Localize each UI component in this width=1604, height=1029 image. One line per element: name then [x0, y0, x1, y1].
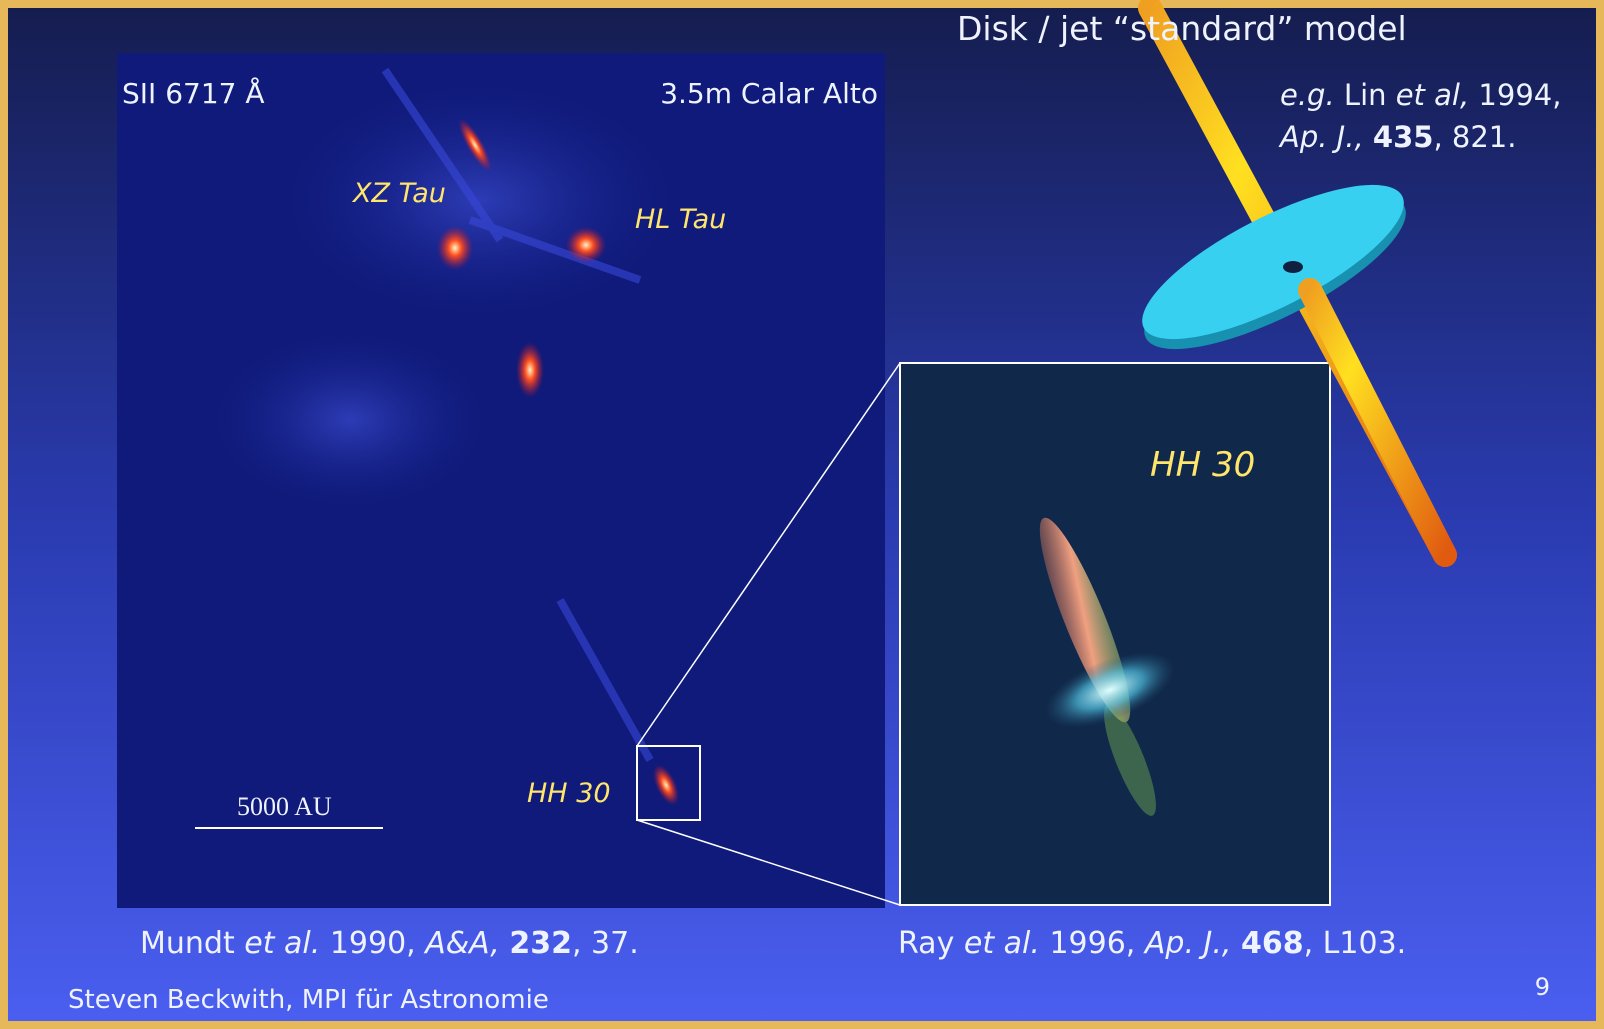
text-segment: 435	[1373, 120, 1434, 154]
text-segment: Ap. J.,	[1278, 120, 1364, 154]
text-segment: 1996,	[1049, 926, 1135, 961]
object-label: XZ Tau	[351, 178, 446, 209]
slide: Disk / jet “standard” model SII 6717 Å 3…	[0, 0, 1604, 1029]
model-citation: e.g. Lin et al, 1994,	[1280, 78, 1561, 112]
footer: Steven Beckwith, MPI für Astronomie	[68, 985, 549, 1015]
object-label: HH 30	[527, 778, 611, 809]
text-segment: 468	[1241, 926, 1304, 961]
text-segment: , 821.	[1433, 120, 1516, 154]
text-segment: 1994,	[1478, 78, 1561, 112]
left-image	[117, 53, 885, 908]
text-segment: Mundt	[140, 926, 235, 961]
model-citation: Ap. J., 435, 821.	[1278, 120, 1516, 154]
text-segment: , L103.	[1304, 926, 1407, 961]
text-segment: , 37.	[572, 926, 639, 961]
right-citation: Ray et al. 1996, Ap. J., 468, L103.	[898, 926, 1406, 961]
text-segment: Lin	[1344, 78, 1387, 112]
text-segment: Ap. J.,	[1143, 926, 1232, 961]
telescope: 3.5m Calar Alto	[660, 77, 878, 110]
inset-label: HH 30	[1150, 445, 1255, 485]
text-segment: A&A,	[423, 926, 500, 961]
line-label: SII 6717 Å	[122, 76, 265, 110]
scale-bar-label: 5000 AU	[237, 792, 332, 821]
text-segment: 232	[509, 926, 572, 961]
text-segment: et al.	[244, 926, 320, 961]
object-label: HL Tau	[635, 204, 726, 235]
text-segment: et al.	[964, 926, 1040, 961]
text-segment: et al,	[1396, 78, 1469, 112]
text-segment: 1990,	[330, 926, 416, 961]
left-citation: Mundt et al. 1990, A&A, 232, 37.	[140, 926, 639, 961]
inset-image	[900, 363, 1330, 905]
text-segment: Ray	[898, 926, 954, 961]
slide-title: Disk / jet “standard” model	[957, 9, 1407, 48]
page-number: 9	[1535, 973, 1550, 1001]
text-segment: e.g.	[1280, 78, 1335, 112]
